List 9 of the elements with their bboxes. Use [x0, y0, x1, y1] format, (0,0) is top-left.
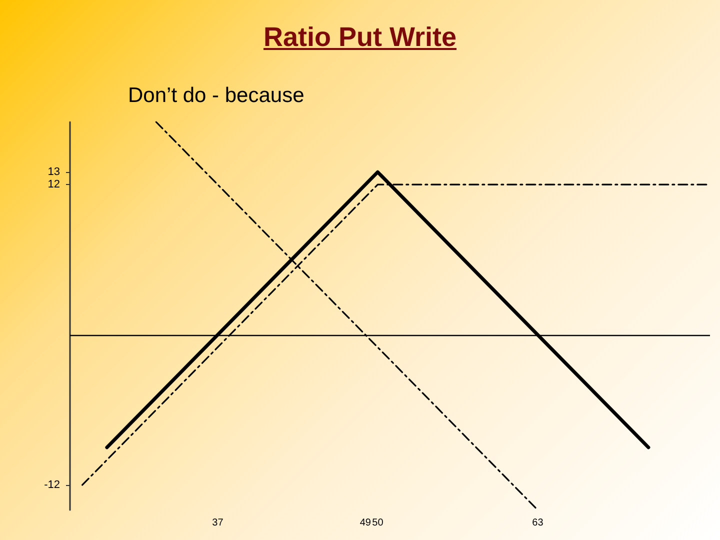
x-tick-label: 63	[532, 518, 544, 528]
chart-subtitle: Don’t do - because	[128, 84, 304, 108]
x-tick-label: 50	[372, 518, 384, 528]
y-tick-label: -12	[44, 478, 60, 491]
y-tick-label: 13	[48, 166, 60, 178]
x-tick-label: 37	[212, 518, 224, 528]
chart-title: Ratio Put Write	[262, 22, 458, 53]
y-tick-label: 12	[48, 178, 60, 191]
x-tick-label: 49	[360, 518, 372, 528]
